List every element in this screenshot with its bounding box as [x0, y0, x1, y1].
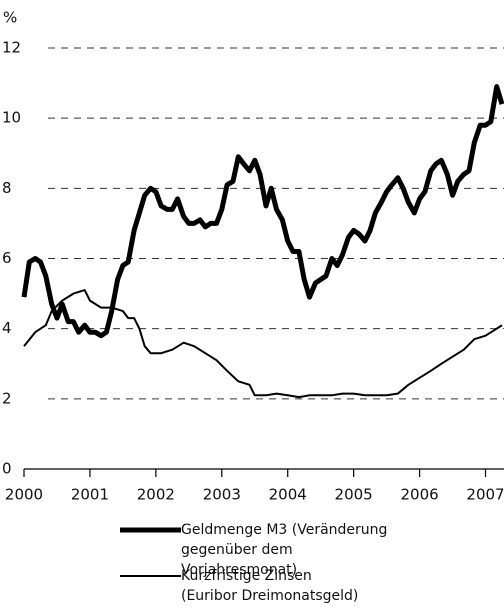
y-tick-label: 12	[2, 39, 21, 57]
x-tick-label: 2006	[400, 486, 438, 504]
y-unit: %	[3, 9, 17, 27]
legend-label: Geldmenge M3 (Veränderung gegenüber dem …	[181, 522, 388, 578]
x-tick-label: 2003	[203, 486, 241, 504]
x-tick-label: 2007	[466, 486, 504, 504]
legend-label: Kurzfristige Zinsen (Euribor Dreimonatsg…	[181, 568, 359, 604]
series-line	[21, 84, 504, 339]
series-line	[23, 289, 503, 399]
x-tick-label: 2000	[5, 486, 43, 504]
y-tick-label: 0	[2, 460, 12, 478]
x-tick-label: 2001	[71, 486, 109, 504]
y-tick-label: 4	[2, 319, 12, 337]
y-tick-label: 10	[2, 109, 21, 127]
y-tick-label: 8	[2, 179, 12, 197]
x-tick-label: 2002	[137, 486, 175, 504]
y-tick-label: 6	[2, 249, 12, 267]
y-tick-label: 2	[2, 389, 12, 407]
x-tick-label: 2005	[335, 486, 373, 504]
x-tick-label: 2004	[269, 486, 307, 504]
